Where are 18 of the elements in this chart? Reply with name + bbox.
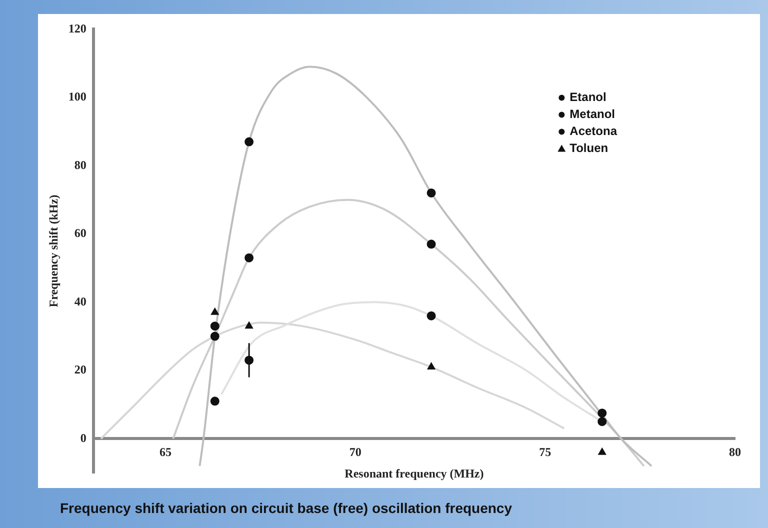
y-tick-label: 0 [80,430,86,445]
y-axis-title: Frequency shift (kHz) [46,194,60,308]
x-axis-title: Resonant frequency (MHz) [344,466,484,480]
y-tick-label: 80 [74,158,86,172]
legend-label: Metanol [570,107,615,122]
legend-label: Etanol [570,90,606,104]
y-tick-label: 60 [74,226,86,240]
y-tick-label: 120 [68,21,86,36]
y-tick-label: 100 [68,90,86,104]
x-tick-label: 65 [160,444,172,459]
y-tick-label: 20 [74,362,86,377]
x-tick-label: 80 [729,444,741,459]
text: Frequency shift variation on circuit base (free) oscillation frequency [60,500,512,516]
x-tick-label: 70 [349,444,362,459]
legend-label: Toluen [570,141,608,156]
x-tick-label: 75 [539,444,552,459]
legend-label: Acetona [570,124,618,138]
y-tick-label: 40 [74,294,86,308]
